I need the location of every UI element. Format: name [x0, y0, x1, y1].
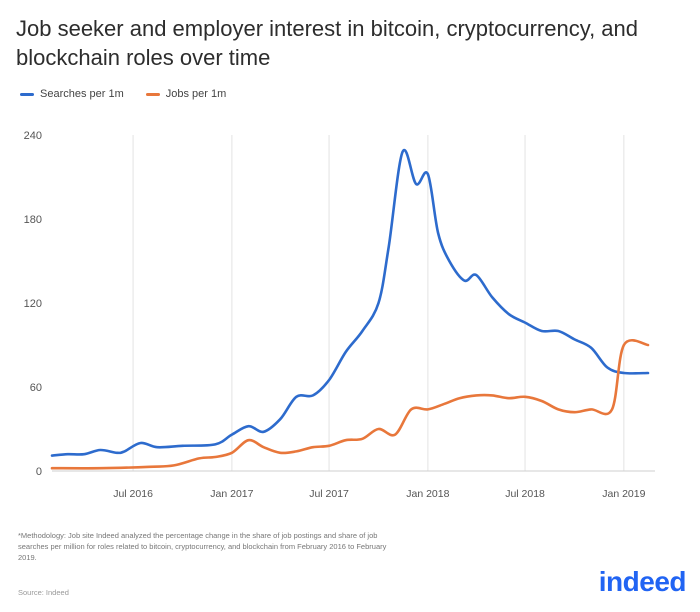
- legend-item-jobs: Jobs per 1m: [145, 88, 227, 100]
- legend-swatch-searches: [20, 92, 34, 96]
- y-tick-label-0: 0: [36, 466, 42, 478]
- series-searches-line: [50, 148, 650, 457]
- x-tick-label-2: Jul 2017: [309, 488, 349, 500]
- legend-label-searches: Searches per 1m: [40, 88, 124, 100]
- y-tick-label-60: 60: [30, 382, 42, 394]
- methodology-footnote: *Methodology: Job site Indeed analyzed t…: [18, 531, 387, 562]
- chart-legend: Searches per 1m Jobs per 1m: [20, 86, 248, 102]
- legend-label-jobs: Jobs per 1m: [165, 88, 227, 100]
- y-tick-label-240: 240: [24, 130, 42, 142]
- indeed-logo: indeed: [598, 566, 687, 597]
- line-chart: 0 60 120 180 240 Jul 2016 Jan 2017 Jul 2017 Jan …: [24, 130, 655, 500]
- y-tick-label-180: 180: [24, 214, 42, 226]
- x-tick-label-0: Jul 2016: [113, 488, 153, 500]
- x-tick-label-3: Jan 2018: [406, 488, 449, 500]
- chart-title: Job seeker and employer interest in bitc…: [16, 16, 639, 70]
- x-tick-label-1: Jan 2017: [210, 488, 253, 500]
- legend-item-searches: Searches per 1m: [20, 88, 124, 100]
- source-note: Source: Indeed: [18, 588, 69, 597]
- y-tick-label-120: 120: [24, 298, 42, 310]
- x-tick-label-4: Jul 2018: [505, 488, 545, 500]
- x-tick-label-5: Jan 2019: [602, 488, 645, 500]
- series-jobs-line: [50, 338, 650, 470]
- legend-swatch-jobs: [145, 92, 160, 96]
